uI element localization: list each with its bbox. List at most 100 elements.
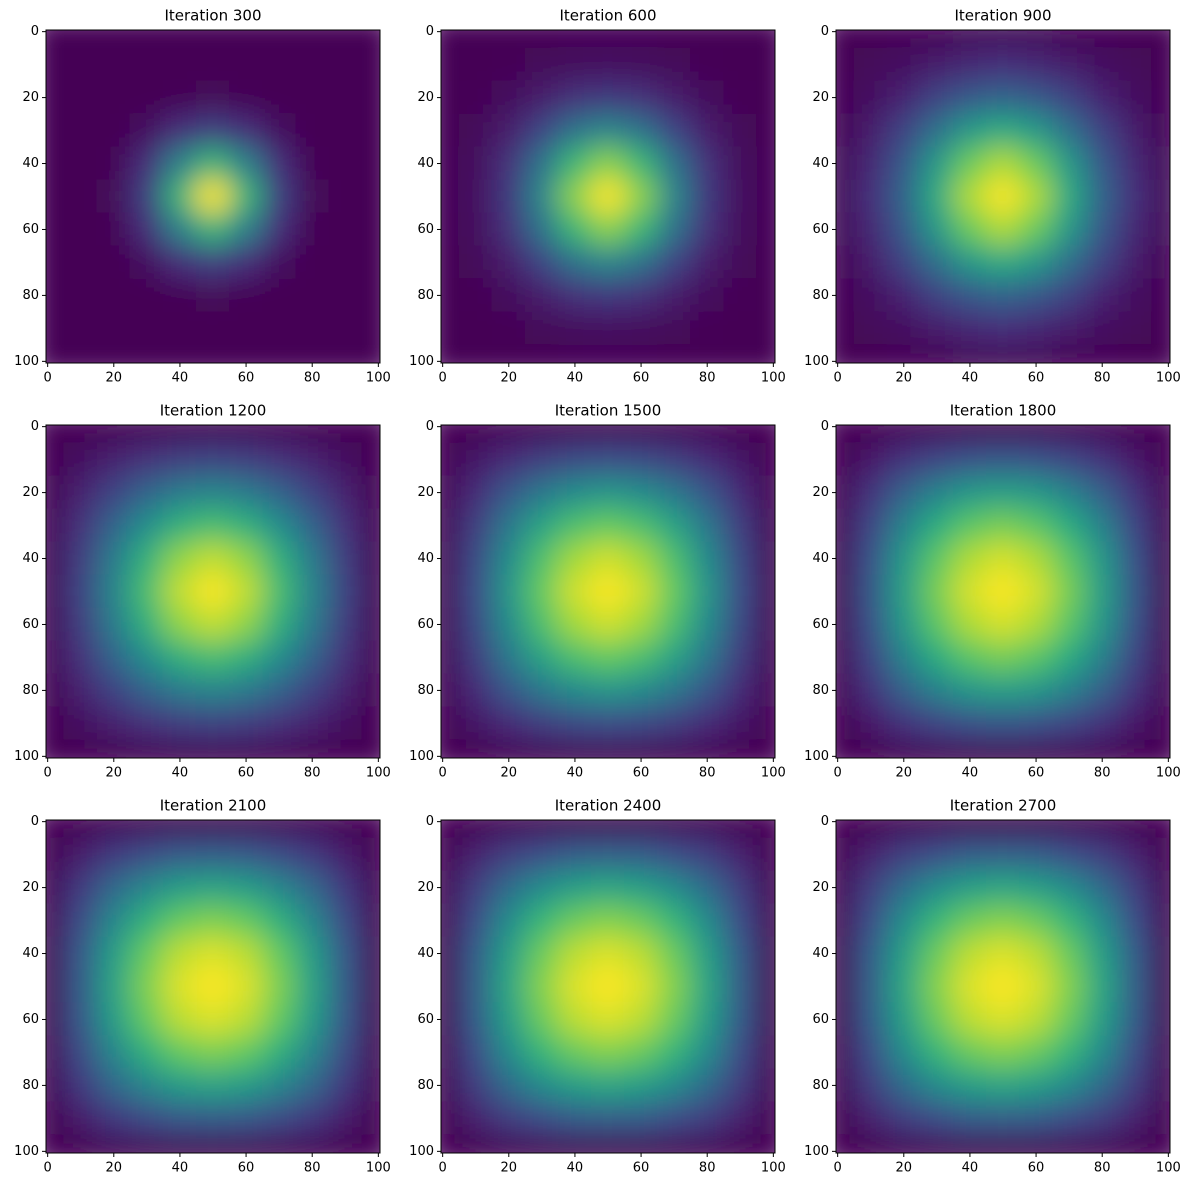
heatmap-cell (491, 1134, 526, 1153)
heatmap-cell (624, 574, 659, 609)
heatmap-cell (886, 1002, 921, 1037)
heatmap-cell (657, 80, 692, 115)
heatmap-cell (1019, 442, 1054, 477)
heatmap-cell (1118, 212, 1153, 247)
heatmap-cell (229, 837, 264, 872)
heatmap-cell (262, 113, 297, 148)
heatmap-cell (458, 607, 493, 642)
heatmap-cell (836, 508, 855, 543)
heatmap-cell (361, 179, 380, 214)
heatmap-cell (458, 673, 493, 708)
heatmap-cell (1118, 673, 1153, 708)
heatmap-cell (1118, 425, 1153, 444)
heatmap-cell (162, 936, 197, 971)
heatmap-cell (624, 1035, 659, 1070)
heatmap-cell (524, 278, 559, 313)
heatmap-cell (590, 936, 626, 971)
heatmap-cell (491, 179, 526, 214)
heatmap-cell (361, 278, 380, 313)
y-tick-label: 60 (812, 222, 829, 237)
heatmap-cell (985, 820, 1021, 839)
heatmap-cell (491, 673, 526, 708)
heatmap-cell (1085, 146, 1120, 181)
heatmap-cell (96, 179, 131, 214)
heatmap-cell (624, 541, 659, 576)
heatmap-cell (129, 146, 164, 181)
heatmap-cell (295, 673, 330, 708)
heatmap-cell (441, 146, 460, 181)
y-tick-label: 60 (417, 1012, 434, 1027)
y-tick-label: 0 (821, 419, 829, 434)
heatmap-cell (63, 1035, 98, 1070)
heatmap-cell (458, 1035, 493, 1070)
heatmap-cell (162, 344, 197, 363)
heatmap-cell (361, 607, 380, 642)
heatmap-cell (229, 936, 264, 971)
heatmap-cell (195, 1035, 231, 1070)
chart-title: Iteration 900 (954, 7, 1051, 25)
heatmap-cell (63, 1068, 98, 1103)
heatmap-cell (1019, 739, 1054, 758)
heatmap-cell (590, 1134, 626, 1153)
heatmap-cell (919, 1068, 954, 1103)
heatmap-cell (262, 311, 297, 346)
heatmap-cell (624, 607, 659, 642)
heatmap-cell (624, 47, 659, 82)
heatmap-cell (524, 344, 559, 363)
heatmap-cell (723, 1101, 758, 1136)
heatmap-cell (590, 1035, 626, 1070)
heatmap-cell (1052, 1035, 1087, 1070)
heatmap-cell (952, 47, 987, 82)
heatmap-cell (624, 212, 659, 247)
heatmap-cell (690, 442, 725, 477)
heatmap-cell (46, 870, 65, 905)
heatmap-cell (195, 541, 231, 576)
heatmap-cell (1019, 508, 1054, 543)
heatmap-cell (1151, 311, 1170, 346)
heatmap-cell (229, 541, 264, 576)
heatmap-cell (524, 311, 559, 346)
heatmap-cell (756, 1068, 775, 1103)
heatmap-cell (886, 739, 921, 758)
axes-frame (440, 424, 776, 759)
y-tick-label: 40 (417, 156, 434, 171)
heatmap-cell (1085, 1002, 1120, 1037)
heatmap-cell (657, 1101, 692, 1136)
heatmap-cell (295, 640, 330, 675)
heatmap-cell (229, 607, 264, 642)
heatmap-cell (262, 30, 297, 49)
heatmap-cell (229, 245, 264, 280)
heatmap-cell (524, 212, 559, 247)
heatmap-cell (657, 574, 692, 609)
heatmap-cell (328, 80, 363, 115)
heatmap-cell (590, 47, 626, 82)
heatmap-cell (96, 607, 131, 642)
x-tick-label: 80 (304, 1161, 321, 1176)
heatmap-cell (195, 80, 231, 115)
heatmap-cell (557, 442, 592, 477)
heatmap-cell (524, 640, 559, 675)
heatmap-cell (63, 1134, 98, 1153)
heatmap-cell (361, 1101, 380, 1136)
x-tick-label: 60 (1028, 766, 1045, 781)
heatmap-cell (853, 673, 888, 708)
x-tick-label: 20 (106, 371, 123, 386)
heatmap-cell (657, 1134, 692, 1153)
heatmap-cell (952, 673, 987, 708)
heatmap-cell (491, 113, 526, 148)
heatmap-cell (361, 574, 380, 609)
heatmap-cell (557, 508, 592, 543)
x-tick-label: 40 (567, 1161, 584, 1176)
y-tick-label: 100 (409, 1144, 434, 1159)
heatmap-cell (853, 179, 888, 214)
heatmap-cell (162, 640, 197, 675)
heatmap-cell (524, 113, 559, 148)
heatmap-cell (441, 1101, 460, 1136)
x-tick-label: 100 (1156, 371, 1181, 386)
heatmap-cell (723, 574, 758, 609)
x-tick-label: 20 (896, 1161, 913, 1176)
heatmap-cell (836, 607, 855, 642)
heatmap-cell (96, 673, 131, 708)
heatmap-cell (657, 870, 692, 905)
heatmap-cell (458, 870, 493, 905)
